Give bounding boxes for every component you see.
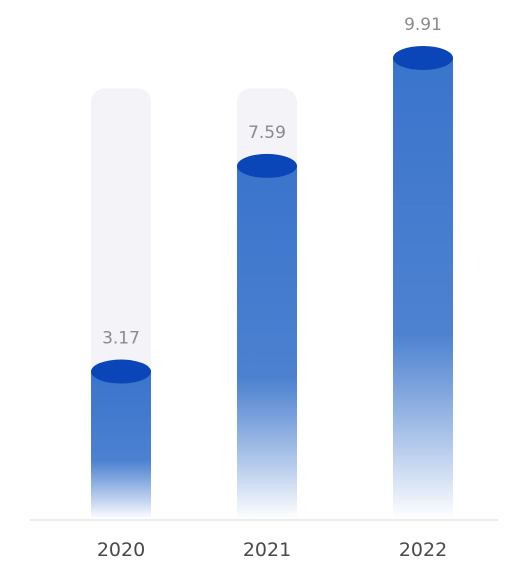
bar-2022 bbox=[393, 58, 453, 519]
bar-cap-2020 bbox=[91, 359, 151, 384]
tick-label-2021: 2021 bbox=[243, 539, 291, 561]
tick-label-2020: 2020 bbox=[97, 539, 145, 561]
bar-cap-2022 bbox=[393, 46, 453, 70]
bars bbox=[91, 46, 453, 519]
value-label-2021: 7.59 bbox=[248, 123, 286, 143]
value-labels: 3.17 7.59 9.91 bbox=[102, 15, 442, 349]
value-label-2020: 3.17 bbox=[102, 329, 140, 349]
bar-cap-2021 bbox=[237, 153, 297, 178]
bar-2021 bbox=[237, 165, 297, 519]
tick-label-2022: 2022 bbox=[399, 539, 447, 561]
x-axis-ticks: 2020 2021 2022 bbox=[97, 539, 447, 561]
bar-2020 bbox=[91, 371, 151, 519]
value-label-2022: 9.91 bbox=[404, 15, 442, 35]
